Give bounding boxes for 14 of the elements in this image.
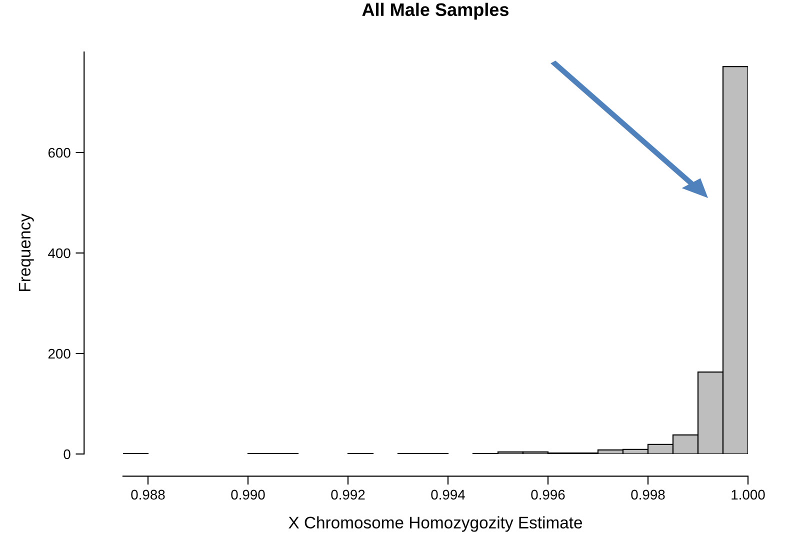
x-tick-label: 0.988 (131, 490, 165, 500)
x-tick-label: 0.990 (231, 490, 265, 500)
chart-title: All Male Samples (362, 2, 509, 20)
y-tick-label: 200 (48, 348, 70, 359)
x-tick-label: 1.000 (732, 490, 765, 500)
x-axis-title: X Chromosome Homozygozity Estimate (288, 516, 582, 532)
y-tick-label: 0 (64, 449, 70, 460)
x-tick-label: 0.998 (631, 490, 665, 500)
y-tick-label: 600 (48, 148, 70, 158)
x-tick-label: 0.996 (531, 490, 565, 500)
y-axis-title: Frequency (18, 214, 34, 291)
x-tick-label: 0.992 (331, 490, 365, 500)
x-tick-label: 0.994 (431, 490, 465, 500)
y-tick-label: 400 (48, 248, 70, 258)
